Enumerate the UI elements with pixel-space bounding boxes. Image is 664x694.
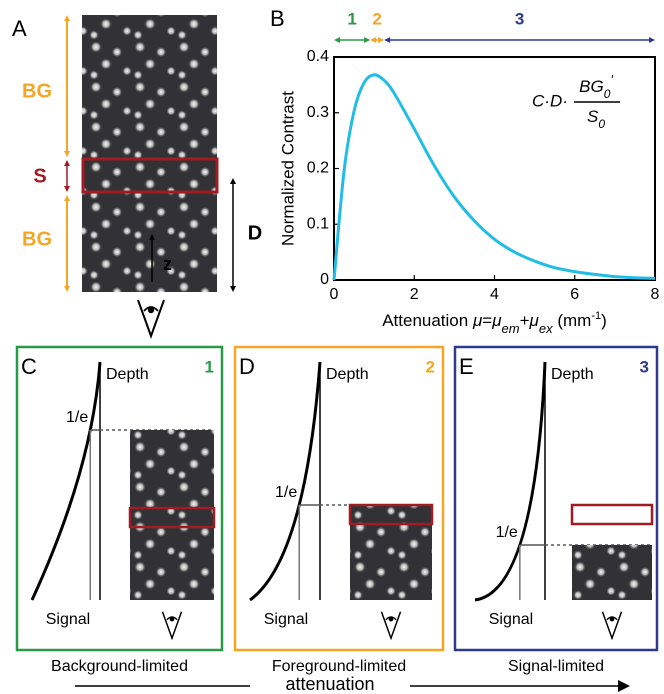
formula-part: BG <box>579 77 604 96</box>
arrow-head <box>649 37 655 43</box>
y-tick-label: 0.4 <box>307 48 329 65</box>
arrow-head <box>64 151 70 157</box>
panel-letter: A <box>12 16 27 41</box>
d-label: D <box>248 222 262 244</box>
signal-label: Signal <box>489 611 533 628</box>
y-tick-label: 0.3 <box>307 104 329 121</box>
formula-part: ' <box>610 72 613 87</box>
bg-label: BG <box>22 228 52 250</box>
panel-frame <box>233 345 445 652</box>
x-tick-label: 8 <box>651 286 660 303</box>
eye-icon <box>601 611 623 639</box>
eye-icon <box>380 611 402 639</box>
arrow-head <box>378 37 385 43</box>
x-axis-label: Attenuation μ=μem+μex (mm-1) <box>382 310 607 336</box>
x-axis-label-part: μ <box>472 311 483 330</box>
y-axis-label: Normalized Contrast <box>278 91 297 246</box>
x-axis-label-part: μ <box>529 311 540 330</box>
x-axis-label-part: (mm <box>553 311 592 330</box>
y-tick-label: 0.2 <box>307 160 329 177</box>
signal-label: Signal <box>46 611 90 628</box>
panel-caption: Signal-limited <box>508 658 604 675</box>
e-label: 1/e <box>496 524 518 541</box>
signal-box <box>570 503 654 526</box>
signal-label: Signal <box>264 611 308 628</box>
signal-curve <box>30 361 102 601</box>
formula-prefix: C·D· <box>532 91 568 110</box>
x-axis-label-part: ) <box>601 311 607 330</box>
y-tick-label: 0.1 <box>307 215 329 232</box>
arrow-head <box>334 37 340 43</box>
s-label: S <box>33 165 46 187</box>
tissue-image <box>82 15 217 292</box>
x-axis-label-part: μ <box>491 311 502 330</box>
x-tick-label: 4 <box>490 286 499 303</box>
panel-letter: B <box>270 6 285 31</box>
formula-part: 0 <box>598 117 605 131</box>
x-axis-label-part: + <box>520 311 530 330</box>
signal-box <box>81 157 219 194</box>
regime-label: 1 <box>347 9 356 28</box>
e-label: 1/e <box>275 484 297 501</box>
signal-box <box>128 506 216 529</box>
panel-frame <box>453 345 659 652</box>
arrow-head <box>64 286 70 292</box>
regime-label: 2 <box>372 9 381 28</box>
plot-frame <box>333 56 656 281</box>
tissue-image <box>350 505 432 600</box>
panel-caption: Foreground-limited <box>272 658 406 675</box>
arrow-head <box>618 680 630 692</box>
y-tick-label: 0 <box>320 271 329 288</box>
signal-curve <box>474 361 547 602</box>
tissue-image <box>572 545 652 600</box>
x-axis-label-part: ex <box>539 321 553 336</box>
x-axis-label-part: em <box>502 321 520 336</box>
arrow-head <box>64 15 70 21</box>
x-axis-label-part: Attenuation <box>382 311 473 330</box>
eye-icon <box>136 298 166 338</box>
formula-numerator: BG0' <box>579 72 613 101</box>
depth-label: Depth <box>326 366 369 383</box>
regime-number: 3 <box>640 357 649 376</box>
arrow-head <box>364 37 371 43</box>
depth-label: Depth <box>106 366 149 383</box>
contrast-curve <box>332 73 656 281</box>
arrow-head <box>64 186 70 192</box>
panel-letter: E <box>459 354 474 379</box>
arrow-head <box>370 37 377 43</box>
signal-box <box>348 503 434 526</box>
arrow-head <box>64 195 70 201</box>
formula-part: 0 <box>604 87 611 101</box>
regime-number: 2 <box>426 357 435 376</box>
x-axis-label-part: = <box>482 311 492 330</box>
formula-denominator: S0 <box>587 107 605 131</box>
x-tick-label: 0 <box>330 286 339 303</box>
eye-icon <box>161 611 183 639</box>
tissue-image <box>130 430 214 600</box>
arrow-head <box>230 286 236 292</box>
panel-letter: D <box>239 354 255 379</box>
arrow-head <box>230 178 236 184</box>
regime-number: 1 <box>205 357 214 376</box>
regime-label: 3 <box>515 9 524 28</box>
bg-label: BG <box>22 80 52 102</box>
attenuation-label: attenuation <box>285 674 374 694</box>
formula-part: S <box>587 107 599 126</box>
arrow-head <box>64 160 70 166</box>
e-label: 1/e <box>66 409 88 426</box>
arrow-head <box>384 37 391 43</box>
panel-letter: C <box>21 354 37 379</box>
x-tick-label: 2 <box>410 286 419 303</box>
panel-caption: Background-limited <box>51 658 188 675</box>
depth-label: Depth <box>551 366 594 383</box>
x-axis-label-part: -1 <box>591 310 601 322</box>
signal-curve <box>249 361 322 602</box>
arrow-head <box>149 234 155 240</box>
x-tick-label: 6 <box>570 286 579 303</box>
z-label: z <box>163 254 172 274</box>
panel-frame <box>15 345 224 652</box>
